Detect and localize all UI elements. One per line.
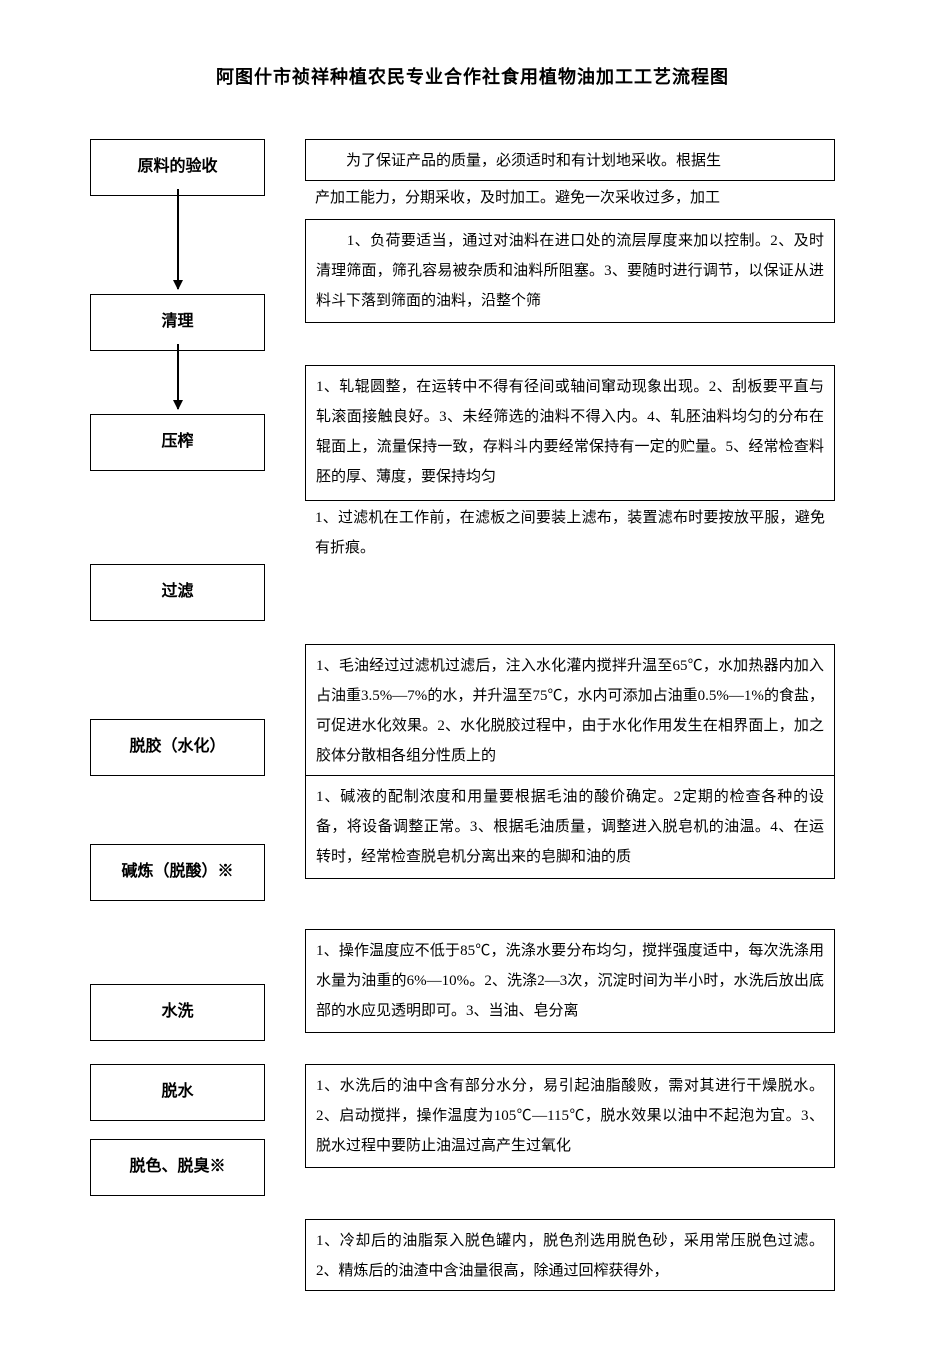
page-title: 阿图什市祯祥种植农民专业合作社食用植物油加工工艺流程图 (90, 60, 855, 94)
description-9: 1、冷却后的油脂泵入脱色罐内，脱色剂选用脱色砂，采用常压脱色过滤。2、精炼后的油… (305, 1219, 835, 1291)
step-box-6: 水洗 (90, 984, 265, 1040)
step-box-8: 脱色、脱臭※ (90, 1139, 265, 1195)
step-box-5: 碱炼（脱酸）※ (90, 844, 265, 900)
step-box-1: 清理 (90, 294, 265, 350)
description-2: 1、负荷要适当，通过对油料在进口处的流层厚度来加以控制。2、及时清理筛面，筛孔容… (305, 219, 835, 323)
description-7: 1、操作温度应不低于85℃，洗涤水要分布均匀，搅拌强度适中，每次洗涤用水量为油重… (305, 929, 835, 1033)
step-box-7: 脱水 (90, 1064, 265, 1120)
description-4: 1、过滤机在工作前，在滤板之间要装上滤布，装置滤布时要按放平服，避免有折痕。 (305, 503, 835, 563)
description-1: 产加工能力，分期采收，及时加工。避免一次采收过多，加工 (305, 183, 835, 213)
flowchart-container: 原料的验收清理压榨过滤脱胶（水化） 碱炼（脱酸）※ 水洗脱水脱色、脱臭※ 为了保证产… (90, 139, 855, 1311)
description-6: 1、碱液的配制浓度和用量要根据毛油的酸价确定。2定期的检查各种的设备，将设备调整… (305, 775, 835, 879)
flow-arrow-1 (177, 344, 179, 409)
step-box-3: 过滤 (90, 564, 265, 620)
steps-column: 原料的验收清理压榨过滤脱胶（水化） 碱炼（脱酸）※ 水洗脱水脱色、脱臭※ (90, 139, 275, 1199)
description-8: 1、水洗后的油中含有部分水分，易引起油脂酸败，需对其进行干燥脱水。2、启动搅拌，… (305, 1064, 835, 1168)
step-box-4: 脱胶（水化） (90, 719, 265, 775)
description-5: 1、毛油经过过滤机过滤后，注入水化灌内搅拌升温至65℃，水加热器内加入占油重3.… (305, 644, 835, 780)
step-box-2: 压榨 (90, 414, 265, 470)
flow-arrow-0 (177, 189, 179, 289)
descriptions-column: 为了保证产品的质量，必须适时和有计划地采收。根据生产加工能力，分期采收，及时加工… (305, 139, 855, 1311)
step-box-0: 原料的验收 (90, 139, 265, 195)
description-0: 为了保证产品的质量，必须适时和有计划地采收。根据生 (305, 139, 835, 181)
description-3: 1、轧辊圆整，在运转中不得有径间或轴间窜动现象出现。2、刮板要平直与轧滚面接触良… (305, 365, 835, 501)
